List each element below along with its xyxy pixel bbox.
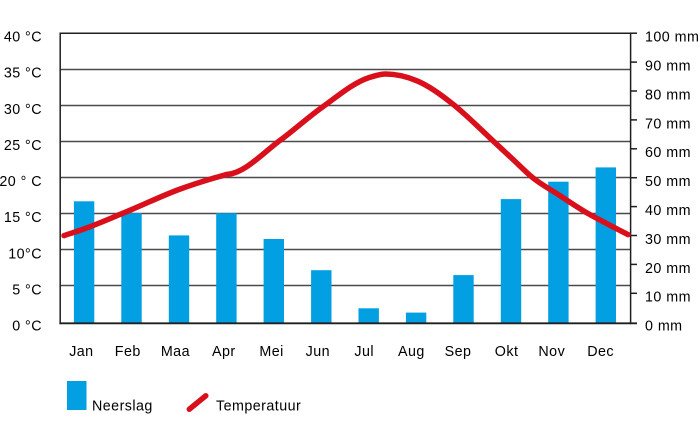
svg-text:70 mm: 70 mm [645, 116, 691, 132]
svg-text:Okt: Okt [495, 344, 519, 360]
svg-text:60 mm: 60 mm [645, 145, 691, 161]
svg-text:5 °C: 5 °C [12, 283, 42, 299]
svg-text:80 mm: 80 mm [645, 87, 691, 103]
svg-text:Nov: Nov [538, 344, 565, 360]
svg-text:Aug: Aug [398, 344, 425, 360]
svg-text:20 mm: 20 mm [645, 261, 691, 277]
svg-text:0 °C: 0 °C [12, 319, 42, 335]
svg-text:20 ° C: 20 ° C [0, 174, 42, 190]
svg-text:Maa: Maa [161, 344, 190, 360]
svg-text:50 mm: 50 mm [645, 174, 691, 190]
svg-text:30 °C: 30 °C [4, 102, 42, 118]
svg-text:25 °C: 25 °C [4, 138, 42, 154]
svg-text:Feb: Feb [115, 344, 141, 360]
svg-text:90 mm: 90 mm [645, 59, 691, 75]
svg-text:30 mm: 30 mm [645, 232, 691, 248]
svg-text:0 mm: 0 mm [645, 319, 683, 335]
svg-text:Apr: Apr [212, 344, 236, 360]
svg-text:Sep: Sep [445, 344, 472, 360]
svg-text:15 °C: 15 °C [4, 210, 42, 226]
svg-text:10°C: 10°C [8, 246, 42, 262]
svg-text:40 mm: 40 mm [645, 203, 691, 219]
svg-text:40 °C: 40 °C [4, 30, 42, 46]
svg-text:10 mm: 10 mm [645, 290, 691, 306]
svg-text:Jan: Jan [69, 344, 93, 360]
svg-text:Mei: Mei [259, 344, 283, 360]
svg-text:Jun: Jun [306, 344, 330, 360]
svg-text:Jul: Jul [354, 344, 374, 360]
svg-text:Temperatuur: Temperatuur [216, 399, 301, 415]
svg-text:35 °C: 35 °C [4, 66, 42, 82]
svg-text:Neerslag: Neerslag [92, 399, 153, 415]
svg-text:100 mm: 100 mm [645, 30, 699, 46]
svg-text:Dec: Dec [587, 344, 614, 360]
